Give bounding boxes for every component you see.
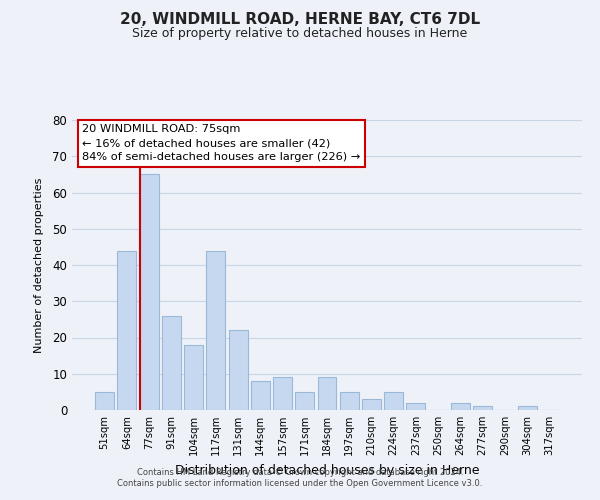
Bar: [317, 378, 337, 410]
X-axis label: Distribution of detached houses by size in Herne: Distribution of detached houses by size …: [175, 464, 479, 476]
Bar: [162, 316, 181, 410]
Bar: [340, 392, 359, 410]
Bar: [206, 250, 225, 410]
Text: 20 WINDMILL ROAD: 75sqm
← 16% of detached houses are smaller (42)
84% of semi-de: 20 WINDMILL ROAD: 75sqm ← 16% of detache…: [82, 124, 361, 162]
Bar: [140, 174, 158, 410]
Bar: [95, 392, 114, 410]
Bar: [118, 250, 136, 410]
Y-axis label: Number of detached properties: Number of detached properties: [34, 178, 44, 352]
Text: 20, WINDMILL ROAD, HERNE BAY, CT6 7DL: 20, WINDMILL ROAD, HERNE BAY, CT6 7DL: [120, 12, 480, 28]
Bar: [362, 399, 381, 410]
Bar: [384, 392, 403, 410]
Bar: [251, 381, 270, 410]
Bar: [229, 330, 248, 410]
Bar: [184, 345, 203, 410]
Bar: [406, 403, 425, 410]
Bar: [518, 406, 536, 410]
Bar: [273, 378, 292, 410]
Bar: [295, 392, 314, 410]
Bar: [473, 406, 492, 410]
Text: Size of property relative to detached houses in Herne: Size of property relative to detached ho…: [133, 28, 467, 40]
Bar: [451, 403, 470, 410]
Text: Contains HM Land Registry data © Crown copyright and database right 2024.
Contai: Contains HM Land Registry data © Crown c…: [118, 468, 482, 487]
